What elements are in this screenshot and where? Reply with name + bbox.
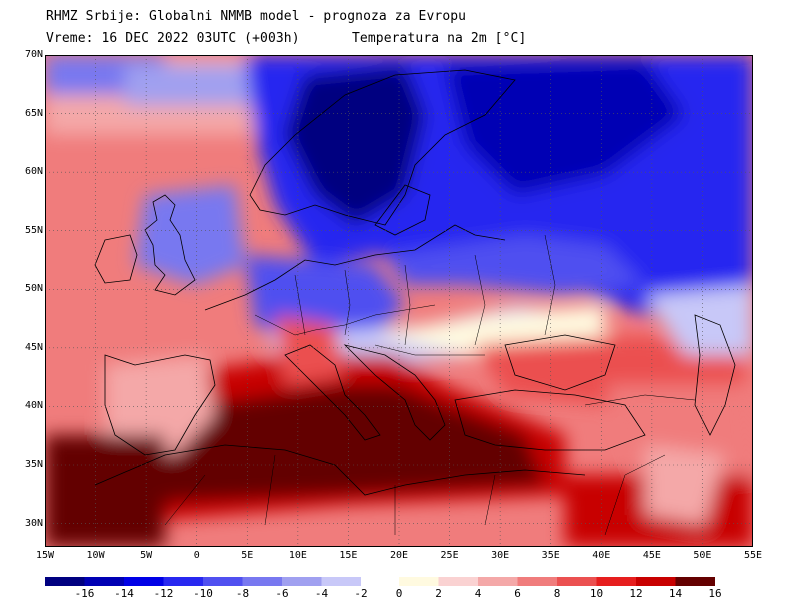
latitude-label: 55N: [24, 224, 43, 236]
colorbar-swatch: [84, 577, 124, 586]
longitude-label: 10W: [86, 550, 105, 561]
latitude-label: 60N: [24, 166, 43, 178]
latitude-label: 40N: [24, 400, 43, 412]
colorbar-swatch: [636, 577, 676, 586]
longitude-label: 50E: [693, 550, 712, 561]
colorbar-swatch: [321, 577, 361, 586]
longitude-label: 20E: [389, 550, 409, 561]
colorbar-label: 14: [668, 587, 683, 600]
colorbar-swatch: [242, 577, 282, 586]
map-title: RHMZ Srbije: Globalni NMMB model - progn…: [46, 9, 467, 24]
variable-name: Temperatura na 2m [°C]: [352, 31, 527, 46]
colorbar-swatch: [557, 577, 597, 586]
longitude-label: 5E: [241, 550, 254, 561]
colorbar-swatch: [596, 577, 636, 586]
colorbar-swatch: [517, 577, 557, 586]
colorbar-label: -12: [153, 587, 174, 600]
latitude-label: 65N: [24, 107, 43, 119]
longitude-label: 30E: [491, 550, 510, 561]
colorbar-swatch: [675, 577, 715, 586]
colorbar-label: -8: [235, 587, 250, 600]
forecast-time: Vreme: 16 DEC 2022 03UTC (+003h): [46, 31, 300, 46]
map-frame: [45, 55, 753, 547]
colorbar-swatch: [399, 577, 439, 586]
colorbar-label: -16: [74, 587, 95, 600]
colorbar-swatch: [478, 577, 518, 586]
colorbar-swatch: [282, 577, 322, 586]
longitude-label: 25E: [440, 550, 459, 561]
colorbar-swatch: [203, 577, 243, 586]
colorbar-label: -2: [354, 587, 368, 600]
temperature-field-shading: [45, 55, 753, 547]
colorbar-label: 2: [435, 587, 442, 600]
colorbar-label: 12: [629, 587, 643, 600]
colorbar-swatch: [438, 577, 478, 586]
colorbar: [45, 577, 715, 586]
longitude-label: 15E: [339, 550, 358, 561]
longitude-label: 5W: [140, 550, 153, 561]
latitude-label: 50N: [24, 283, 43, 295]
latitude-label: 35N: [24, 459, 43, 470]
colorbar-label: 8: [553, 587, 561, 600]
longitude-label: 45E: [642, 550, 661, 561]
longitude-label: 35E: [541, 550, 560, 561]
longitude-label: 55E: [743, 550, 763, 561]
country-borders: [164, 234, 696, 536]
colorbar-swatch: [124, 577, 164, 586]
colorbar-label: -6: [275, 587, 289, 600]
coastlines: [94, 69, 736, 496]
colorbar-label: -4: [314, 587, 329, 600]
colorbar-label: 0: [395, 587, 403, 600]
latitude-label: 70N: [24, 49, 43, 60]
colorbar-swatch: [45, 577, 85, 586]
latitude-label: 45N: [24, 341, 43, 353]
longitude-label: 10E: [288, 550, 307, 561]
colorbar-label: -14: [114, 587, 134, 600]
latitude-label: 30N: [24, 517, 43, 529]
colorbar-label: 4: [474, 587, 482, 600]
temperature-map: [44, 54, 754, 547]
colorbar-label: -10: [193, 587, 213, 600]
colorbar-label: 16: [708, 587, 722, 600]
longitude-label: 40E: [592, 550, 611, 561]
longitude-label: 0: [193, 550, 200, 561]
colorbar-label: 10: [589, 587, 604, 600]
longitude-label: 15W: [35, 550, 55, 561]
colorbar-swatch: [163, 577, 203, 586]
colorbar-label: 6: [514, 587, 521, 600]
